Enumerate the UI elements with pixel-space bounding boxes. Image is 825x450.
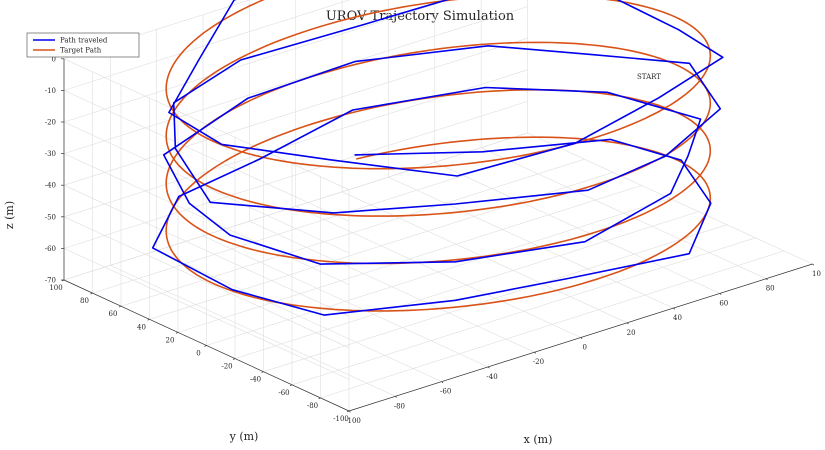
x-tick-label: 20: [627, 329, 636, 337]
x-axis-label: x (m): [524, 433, 553, 446]
x-tick-label: -100: [345, 417, 361, 425]
z-tick-label: -60: [45, 245, 56, 253]
tick-layer: -100-80-60-40-2002040608010-100-80-60-40…: [45, 55, 821, 425]
x-tick-label: 80: [766, 285, 775, 293]
y-tick-label: 100: [49, 284, 62, 292]
z-axis-label: z (m): [3, 201, 16, 229]
z-tick-label: -30: [45, 150, 56, 158]
legend-box: [26, 32, 140, 58]
y-tick-mark: [175, 332, 179, 334]
y-axis-label: y (m): [229, 430, 259, 443]
floor-grid-line-y: [206, 198, 671, 346]
z-tick-label: -10: [45, 87, 56, 95]
y-tick-mark: [118, 305, 122, 308]
x-tick-mark: [348, 410, 351, 413]
x-tick-label: 10: [812, 270, 821, 278]
floor-grid-line-y: [291, 237, 756, 386]
y-tick-label: 20: [166, 336, 175, 344]
x-tick-mark: [673, 307, 676, 310]
y-tick-mark: [261, 371, 264, 373]
side-wall-grid-line-z: [63, 248, 350, 380]
y-tick-label: 80: [80, 297, 89, 305]
y-tick-label: -80: [307, 402, 318, 410]
side-wall-grid-line-z: [63, 153, 350, 285]
floor-grid-line-y: [263, 224, 728, 372]
z-tick-label: -70: [45, 277, 56, 285]
x-tick-label: 60: [719, 299, 728, 307]
back-wall-grid-line-z: [63, 6, 528, 154]
start-annotation: START: [637, 73, 661, 81]
y-tick-label: 60: [109, 310, 118, 318]
floor-grid-line-y: [234, 211, 699, 359]
x-tick-mark: [812, 263, 815, 266]
floor-grid-line-y: [177, 185, 642, 333]
y-tick-label: -20: [221, 363, 232, 371]
y-tick-label: -60: [278, 389, 289, 397]
y-tick-mark: [204, 345, 207, 347]
x-tick-label: -60: [440, 388, 451, 396]
floor-grid-line-y: [120, 158, 585, 307]
x-tick-label: -40: [486, 373, 497, 381]
z-tick-label: -50: [45, 213, 56, 221]
back-wall-grid-line-z: [63, 0, 450, 123]
side-wall-grid-line-z: [63, 58, 350, 191]
z-tick-label: -40: [45, 182, 56, 190]
y-tick-label: 40: [137, 323, 146, 331]
side-wall-grid-line-z: [63, 184, 350, 317]
x-tick-mark: [487, 366, 490, 369]
grid-layer: [63, 0, 813, 412]
x-tick-mark: [395, 396, 397, 398]
legend-label-path-traveled: Path traveled: [60, 37, 108, 45]
x-tick-mark: [719, 293, 722, 295]
y-tick-mark: [232, 358, 236, 360]
back-wall-grid-line-z: [63, 101, 528, 249]
legend-label-target-path: Target Path: [60, 47, 102, 55]
y-tick-mark: [90, 292, 93, 295]
legend: Path traveled Target Path: [26, 32, 140, 58]
x-tick-mark: [534, 351, 537, 354]
x-tick-label: -80: [394, 402, 405, 410]
x-tick-mark: [580, 337, 583, 339]
x-tick-mark: [626, 322, 629, 325]
side-wall-grid-line-z: [63, 90, 350, 222]
y-tick-label: -40: [250, 376, 261, 384]
y-tick-label: -100: [333, 415, 349, 423]
floor-grid-line-y: [149, 172, 614, 320]
side-wall-grid-line-z: [63, 216, 350, 349]
x-tick-mark: [765, 278, 768, 281]
back-wall-grid-line-z: [63, 0, 351, 91]
x-tick-label: 40: [673, 314, 682, 322]
back-wall-grid-line-z: [63, 37, 528, 186]
x-tick-label: -20: [533, 358, 544, 366]
y-tick-label: 0: [196, 350, 200, 358]
z-tick-label: -20: [45, 119, 56, 127]
x-tick-label: 0: [583, 344, 587, 352]
data-layer: [151, 0, 724, 316]
back-wall-grid-line-z: [63, 132, 528, 281]
floor-grid-line-y: [320, 250, 785, 399]
back-wall-grid-line-z: [63, 0, 251, 60]
z-tick-label: 0: [52, 55, 56, 63]
y-tick-mark: [289, 384, 293, 387]
series-path-traveled: [151, 0, 724, 316]
y-tick-mark: [318, 397, 321, 400]
x-tick-mark: [441, 381, 444, 384]
y-tick-mark: [147, 318, 150, 321]
series-target-path: [165, 0, 712, 312]
side-wall-grid-line-z: [63, 121, 350, 254]
y-tick-mark: [346, 410, 350, 413]
